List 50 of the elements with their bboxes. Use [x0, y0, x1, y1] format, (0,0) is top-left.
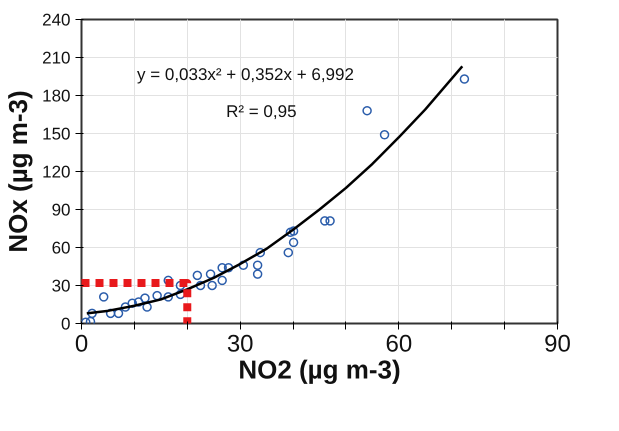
point: [288, 226, 298, 236]
y-tick-label: 120: [42, 162, 71, 182]
point: [120, 302, 130, 312]
point: [325, 216, 335, 226]
point: [217, 276, 227, 286]
annotation: R² = 0,95: [226, 102, 297, 121]
point: [152, 290, 162, 300]
point: [380, 130, 390, 140]
y-tick-label: 60: [52, 238, 71, 258]
point: [238, 260, 248, 270]
point: [288, 238, 298, 248]
y-tick-label: 210: [42, 48, 71, 68]
y-tick-label: 30: [52, 276, 71, 296]
point: [217, 263, 227, 273]
point: [86, 316, 96, 324]
y-tick-label: 150: [42, 124, 71, 144]
point: [87, 308, 97, 318]
point: [207, 280, 217, 290]
point: [128, 298, 138, 308]
y-tick-label: 90: [52, 200, 71, 220]
point: [320, 216, 330, 226]
line-series: [86, 65, 464, 315]
point: [460, 74, 470, 84]
y-axis-title: NOx (µg m-3): [3, 90, 34, 253]
y-tick-label: 240: [42, 10, 71, 30]
point: [256, 248, 266, 258]
annotation: y = 0,033x² + 0,352x + 6,992: [137, 65, 354, 84]
point: [142, 302, 152, 312]
x-tick-label: 30: [226, 330, 254, 358]
x-tick-label: 90: [544, 330, 571, 358]
point: [98, 292, 108, 302]
point: [284, 248, 294, 258]
x-tick-label: 0: [74, 330, 88, 358]
point: [192, 270, 202, 280]
x-tick-label: 60: [385, 330, 412, 358]
point: [286, 228, 296, 238]
point: [106, 308, 116, 318]
point: [176, 290, 186, 300]
point: [114, 308, 124, 318]
point: [206, 269, 216, 279]
point: [163, 292, 173, 302]
point: [362, 106, 372, 116]
x-axis-title: NO2 (µg m-3): [238, 354, 401, 384]
y-tick-label: 180: [42, 86, 71, 106]
point: [196, 280, 206, 290]
point: [252, 269, 262, 279]
point: [140, 293, 150, 303]
point: [252, 260, 262, 270]
point: [224, 263, 234, 273]
y-tick-label: 0: [61, 314, 71, 334]
